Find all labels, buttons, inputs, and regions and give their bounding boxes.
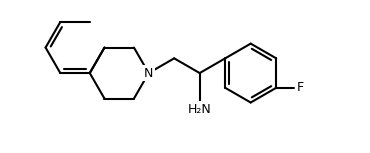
- Text: F: F: [297, 81, 304, 94]
- Text: N: N: [144, 67, 153, 80]
- Text: H₂N: H₂N: [188, 103, 212, 116]
